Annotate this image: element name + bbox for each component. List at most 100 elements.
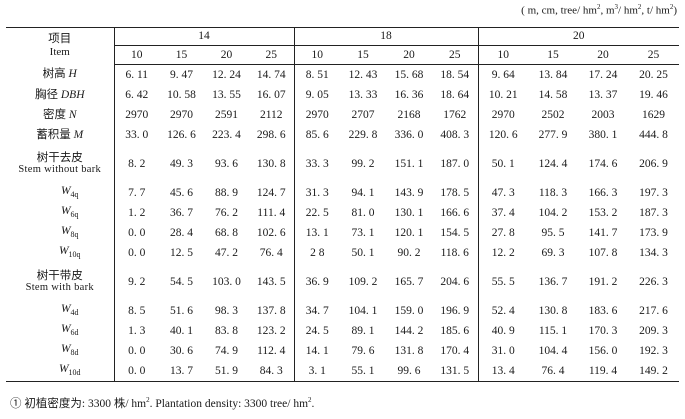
table-cell: 50. 1 xyxy=(477,145,528,183)
table-cell: 85. 6 xyxy=(293,125,340,145)
table-cell: 159. 0 xyxy=(394,304,424,317)
table-cell: 166. 3 xyxy=(588,186,618,199)
row-label-cn: 密度 xyxy=(42,108,66,121)
table-cell: 1629 xyxy=(642,108,665,121)
table-cell: 9. 2 xyxy=(113,263,159,301)
table-cell: 223. 4 xyxy=(212,128,241,141)
row-label-symbol: W xyxy=(58,363,69,375)
row-label-cn: 树高 xyxy=(42,68,66,81)
table-cell: 16. 36 xyxy=(394,88,424,101)
table-cell: 136. 7 xyxy=(538,275,568,288)
age-header-cell: 10 xyxy=(293,45,340,65)
age-header-cell: 25 xyxy=(249,45,294,65)
row-label-cn: 蓄积量 xyxy=(36,128,71,141)
table-cell: 1762 xyxy=(443,108,467,121)
table-cell: 2502 xyxy=(541,108,565,121)
age-header-cell: 10 xyxy=(113,45,159,65)
table-row: 密度 N 2970 2970 2591 2112 2970 2707 2168 1762 2970… xyxy=(6,105,679,125)
table-cell: 27. 8 xyxy=(477,223,528,243)
table-cell: 51. 9 xyxy=(204,361,249,382)
table-cell: 74. 9 xyxy=(215,344,238,357)
table-cell: 2003 xyxy=(591,108,615,121)
table-cell: 178. 5 xyxy=(440,186,470,199)
table-cell: 143. 9 xyxy=(394,186,424,199)
table-cell: 93. 6 xyxy=(215,157,238,170)
table-cell: 2112 xyxy=(259,108,283,121)
row-label: 树高 H xyxy=(6,65,114,86)
group-header-20: 20 xyxy=(477,27,679,46)
age-header-cell: 20 xyxy=(578,45,628,65)
table-cell: 7. 7 xyxy=(113,183,159,203)
table-cell: 2970 xyxy=(113,105,159,125)
table-cell: 2707 xyxy=(351,108,375,121)
table-cell: 2970 xyxy=(293,105,340,125)
table-cell: 336. 0 xyxy=(394,128,424,141)
table-cell: 69. 3 xyxy=(541,246,565,259)
header-row-ages: 10 15 20 25 10 15 20 25 10 15 20 25 xyxy=(6,45,679,65)
table-cell: 89. 1 xyxy=(351,324,375,337)
table-cell: 34. 7 xyxy=(293,301,340,321)
row-label-symbol: DBH xyxy=(60,88,85,101)
table-cell: 165. 7 xyxy=(394,275,424,288)
table-cell: 2 8 xyxy=(293,243,340,263)
table-cell: 47. 3 xyxy=(477,183,528,203)
table-cell: 88. 9 xyxy=(215,186,238,199)
row-label: 树干去皮 Stem without bark xyxy=(6,145,114,183)
table-cell: 40. 9 xyxy=(477,321,528,341)
table-cell: 81. 0 xyxy=(351,206,375,219)
table-cell: 187. 0 xyxy=(440,157,470,170)
table-cell: 143. 5 xyxy=(256,275,286,288)
row-label: 蓄积量 M xyxy=(6,125,114,145)
row-label-symbol: W xyxy=(60,185,71,197)
table-cell: 22. 5 xyxy=(293,203,340,223)
table-cell: 50. 1 xyxy=(351,246,375,259)
row-label-subscript: 6d xyxy=(70,328,79,337)
table-cell: 118. 6 xyxy=(440,246,469,259)
table-cell: 40. 1 xyxy=(170,324,193,337)
group-header-18: 18 xyxy=(293,27,478,46)
table-row: 胸径 DBH 6. 42 10. 58 13. 55 16. 07 9. 05 13. 33… xyxy=(6,85,679,105)
table-cell: 130. 8 xyxy=(538,304,568,317)
table-row: 树高 H 6. 11 9. 47 12. 24 14. 74 8. 51 12. 43 15.… xyxy=(6,64,679,86)
table-cell: 298. 6 xyxy=(256,128,286,141)
row-label-subscript: 8d xyxy=(70,348,79,357)
row-label-subscript: 4d xyxy=(70,308,79,317)
age-header-cell: 15 xyxy=(159,45,204,65)
table-cell: 144. 2 xyxy=(394,324,424,337)
table-cell: 118. 3 xyxy=(538,186,568,199)
table-cell: 444. 8 xyxy=(639,128,668,141)
table-cell: 45. 6 xyxy=(170,186,193,199)
row-label-symbol: W xyxy=(60,225,71,237)
table-cell: 277. 9 xyxy=(538,128,568,141)
table-cell: 14. 74 xyxy=(256,68,286,81)
row-label-symbol: H xyxy=(68,68,77,81)
table-cell: 1. 3 xyxy=(113,321,159,341)
age-header-cell: 15 xyxy=(528,45,578,65)
table-cell: 76. 4 xyxy=(528,361,578,382)
data-table: 项目 Item 14 18 20 10 15 20 25 10 15 20 25 10 15 20 2… xyxy=(6,27,679,382)
table-cell: 107. 8 xyxy=(588,246,618,259)
table-cell: 1. 2 xyxy=(113,203,159,223)
row-label: W6q xyxy=(6,203,114,223)
table-cell: 76. 4 xyxy=(259,246,283,259)
row-label-symbol: W xyxy=(60,303,71,315)
table-cell: 12. 2 xyxy=(477,243,528,263)
table-cell: 2168 xyxy=(397,108,421,121)
table-cell: 131. 5 xyxy=(432,361,478,382)
table-cell: 18. 54 xyxy=(440,68,470,81)
table-cell: 115. 1 xyxy=(538,324,568,337)
table-cell: 2970 xyxy=(170,108,193,121)
table-cell: 104. 4 xyxy=(538,344,568,357)
table-cell: 33. 0 xyxy=(113,125,159,145)
table-cell: 99. 6 xyxy=(386,361,432,382)
table-cell: 12. 43 xyxy=(348,68,378,81)
table-cell: 31. 0 xyxy=(477,341,528,361)
table-cell: 2970 xyxy=(477,105,528,125)
table-cell: 151. 1 xyxy=(394,157,424,170)
table-cell: 149. 2 xyxy=(628,361,679,382)
table-cell: 134. 3 xyxy=(639,246,668,259)
row-label-subscript: 10d xyxy=(68,368,81,377)
row-label-subscript: 10q xyxy=(68,250,81,259)
